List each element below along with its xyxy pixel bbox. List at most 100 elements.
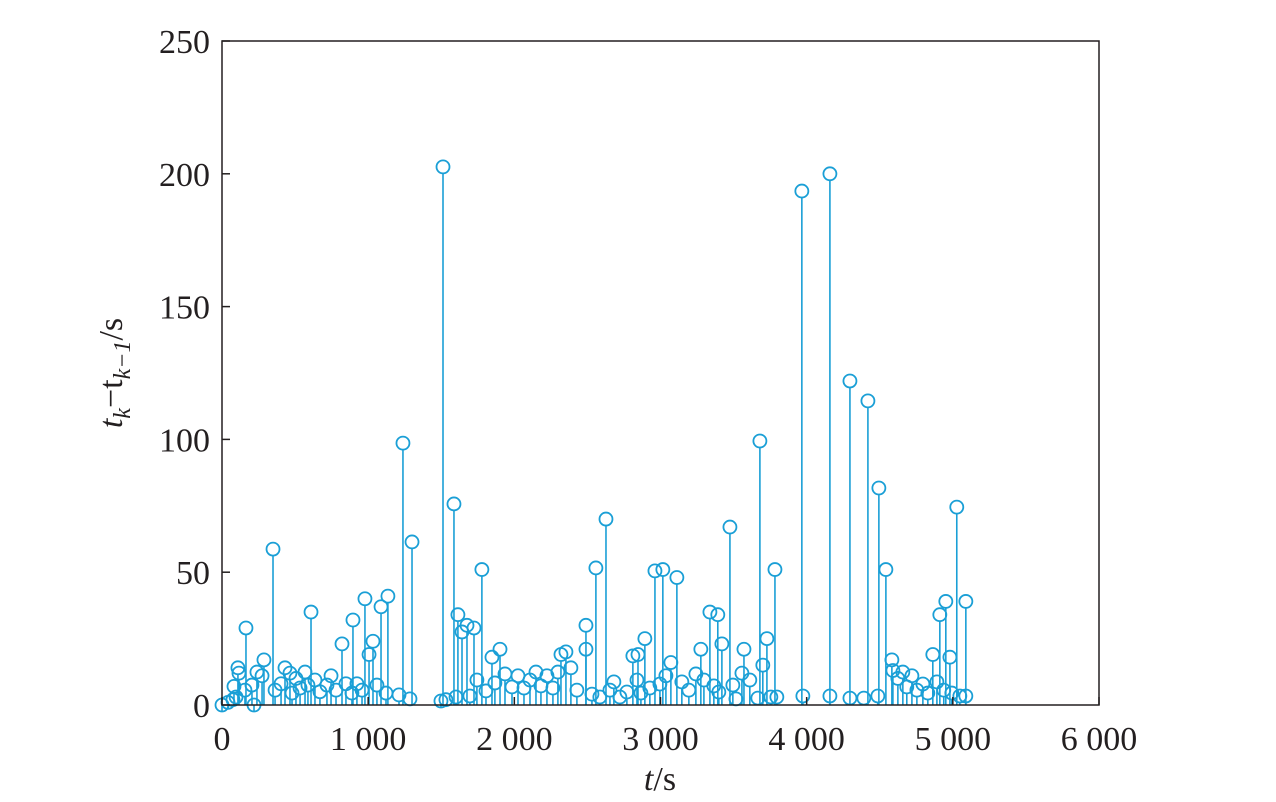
plot-area — [214, 159, 974, 713]
stem-marker — [710, 607, 726, 623]
stem-marker — [734, 665, 750, 681]
stem-marker — [878, 562, 894, 577]
stem-marker — [474, 562, 490, 577]
stem-marker — [725, 677, 741, 693]
y-label-part: /s — [93, 318, 130, 341]
stem-marker — [794, 183, 810, 199]
stem-marker — [958, 688, 974, 704]
stem-marker — [722, 519, 738, 535]
stem-marker — [742, 672, 758, 688]
stem-marker — [763, 689, 779, 705]
stem-marker — [629, 672, 645, 688]
y-tick-label: 250 — [159, 24, 210, 61]
stem-marker — [895, 664, 911, 680]
stem-marker — [759, 631, 775, 646]
stem-marker — [958, 594, 974, 609]
y-tick-label: 200 — [159, 157, 210, 194]
stem-marker — [323, 668, 339, 684]
stem-marker — [920, 685, 936, 701]
y-label-part: k−1 — [110, 341, 136, 380]
stem-marker — [492, 641, 508, 657]
stem-marker — [244, 677, 260, 693]
stem-marker — [767, 562, 783, 577]
stem-marker — [714, 636, 730, 652]
x-tick-label: 0 — [214, 721, 231, 758]
y-tick-label: 100 — [159, 422, 210, 459]
stem-marker — [630, 647, 646, 662]
stem-marker — [904, 668, 920, 684]
stem-marker — [265, 541, 281, 557]
stem-marker — [230, 660, 246, 676]
stem-marker — [361, 647, 377, 662]
stem-marker — [578, 641, 594, 657]
stem-marker — [345, 612, 361, 628]
stem-marker — [925, 647, 941, 662]
stem-marker — [238, 620, 254, 636]
y-tick-label: 150 — [159, 290, 210, 327]
stem-marker — [633, 685, 649, 701]
y-tick-label: 50 — [176, 555, 210, 592]
stem-marker — [254, 668, 270, 684]
stem-marker — [231, 665, 247, 681]
stem-marker — [693, 641, 709, 657]
stem-marker — [369, 677, 385, 693]
stem-marker — [669, 570, 685, 585]
x-tick-label: 4 000 — [768, 721, 845, 758]
stem-marker — [273, 676, 289, 692]
stem-marker — [395, 435, 411, 451]
stem-marker — [702, 604, 718, 620]
stem-marker — [728, 691, 744, 707]
stem-marker — [736, 641, 752, 657]
stem-marker — [592, 689, 608, 705]
stem-marker — [404, 534, 420, 550]
stem-marker — [303, 604, 319, 620]
stem-marker — [658, 668, 674, 684]
stem-marker — [952, 688, 968, 704]
stem-marker — [663, 655, 679, 670]
stem-marker — [438, 692, 454, 708]
stem-marker — [915, 676, 931, 692]
stem-marker — [469, 672, 485, 688]
stem-marker — [647, 563, 663, 579]
stem-marker — [619, 684, 635, 700]
x-label-part: /s — [653, 761, 676, 798]
x-tick-label: 1 000 — [330, 721, 407, 758]
stem-marker — [871, 480, 887, 496]
stem-marker — [598, 511, 614, 527]
stem-marker — [602, 682, 618, 698]
stem-marker — [569, 682, 585, 698]
stem-marker — [380, 588, 396, 604]
stem-marker — [435, 159, 451, 175]
axes-frame — [221, 40, 1100, 706]
stem-marker — [642, 680, 658, 696]
stem-marker — [256, 652, 272, 668]
stem-marker — [870, 688, 886, 704]
stem-marker — [354, 682, 370, 698]
stem-marker — [822, 688, 838, 704]
y-label-part: k — [110, 408, 136, 419]
stem-marker — [466, 620, 482, 636]
stem-marker — [545, 680, 561, 696]
x-tick-label: 3 000 — [622, 721, 699, 758]
stem-marker — [822, 166, 838, 182]
stem-marker — [795, 688, 811, 704]
stem-marker — [584, 686, 600, 702]
stem-marker — [357, 591, 373, 607]
y-axis-label: tk−tk−1/s — [93, 318, 136, 428]
y-label-part: −t — [93, 379, 130, 408]
stem-marker — [292, 680, 308, 696]
stem-marker — [885, 663, 901, 678]
stem-marker — [459, 617, 475, 633]
stem-marker — [860, 393, 876, 409]
stem-marker — [588, 560, 604, 576]
stem-marker — [578, 617, 594, 633]
stem-marker — [446, 496, 462, 512]
stem-marker — [938, 594, 954, 609]
x-label-part: t — [644, 761, 655, 798]
stem-marker — [949, 499, 965, 515]
stem-marker — [606, 674, 622, 690]
stem-marker — [277, 660, 293, 676]
stem-marker — [932, 607, 948, 623]
stem-marker — [448, 689, 464, 705]
stem-marker — [284, 685, 300, 701]
